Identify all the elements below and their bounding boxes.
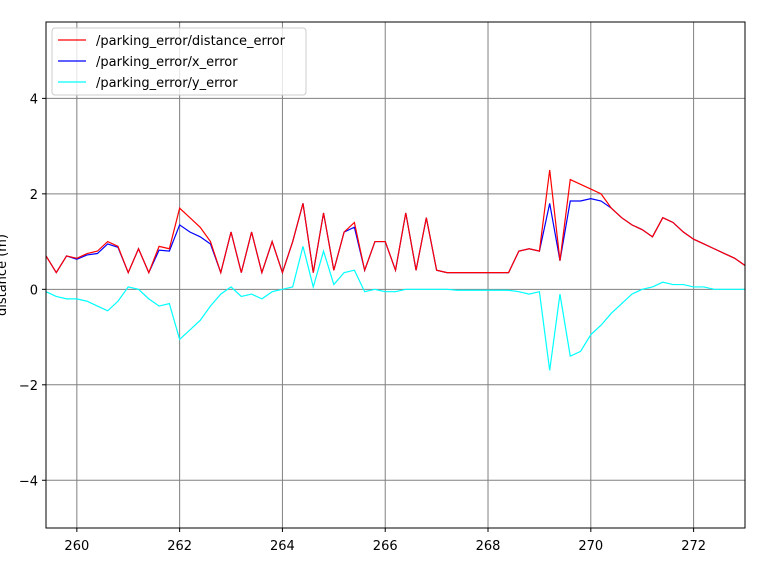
y-axis-label: distance (m): [0, 234, 10, 316]
x-tick-label: 264: [270, 539, 295, 554]
data-line: [46, 169, 745, 275]
legend-label: /parking_error/distance_error: [96, 34, 286, 49]
y-tick-label: −4: [19, 474, 38, 489]
legend-label: /parking_error/y_error: [96, 76, 238, 91]
x-tick-label: 266: [373, 539, 398, 554]
x-tick-label: 272: [681, 539, 706, 554]
y-tick-label: 0: [30, 283, 38, 298]
x-tick-label: 270: [578, 539, 603, 554]
y-tick-label: −2: [19, 379, 38, 394]
y-tick-label: 2: [30, 188, 38, 203]
y-tick-label: 4: [30, 92, 38, 107]
data-line: [46, 246, 745, 371]
legend-box: [51, 27, 307, 96]
legend-label: /parking_error/x_error: [96, 55, 238, 70]
plot-frame: [45, 21, 746, 529]
x-tick-label: 262: [167, 539, 192, 554]
x-tick-label: 268: [476, 539, 501, 554]
x-tick-label: 260: [64, 539, 89, 554]
